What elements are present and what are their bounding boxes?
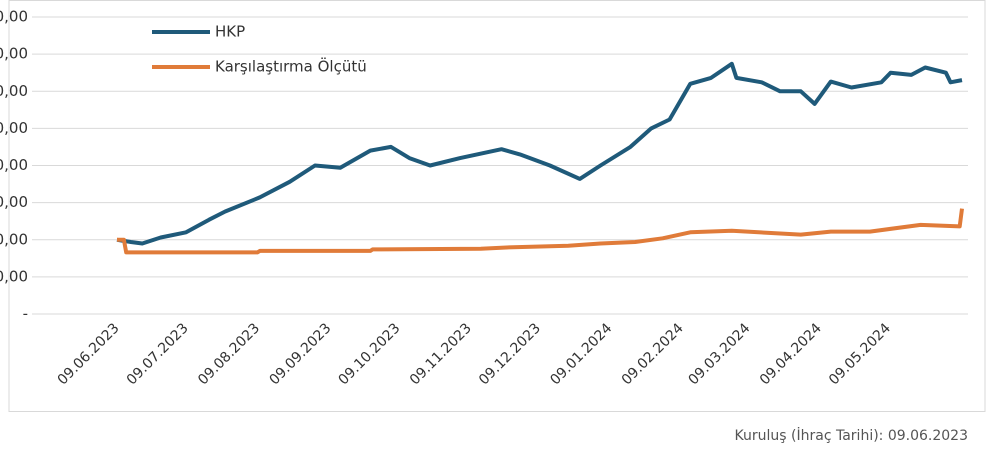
line-series (116, 61, 963, 246)
x-tick-label: 09.06.2023 (55, 320, 123, 388)
y-tick-label: 200,00 (0, 156, 28, 174)
y-tick-label: - (23, 305, 28, 323)
y-tick-label: 400,00 (0, 8, 28, 26)
legend-label: Karşılaştırma Ölçütü (215, 57, 367, 76)
x-tick-label: 09.12.2023 (476, 320, 544, 388)
x-tick-label: 09.10.2023 (336, 320, 404, 388)
x-tick-label: 09.05.2024 (826, 320, 894, 388)
x-tick-label: 09.03.2024 (686, 320, 754, 388)
x-tick-label: 09.01.2024 (547, 320, 615, 388)
x-tick-label: 09.07.2023 (124, 320, 192, 388)
x-tick-label: 09.04.2024 (757, 320, 825, 388)
x-tick-label: 09.09.2023 (266, 320, 334, 388)
footnote: Kuruluş (İhraç Tarihi): 09.06.2023 (735, 426, 968, 444)
legend-label: HKP (215, 23, 245, 41)
x-tick-label: 09.11.2023 (407, 320, 475, 388)
line-series (117, 208, 964, 255)
y-tick-label: 150,00 (0, 193, 28, 211)
x-tick-label: 09.08.2023 (195, 320, 263, 388)
y-tick-label: 350,00 (0, 45, 28, 63)
x-tick-label: 09.02.2024 (619, 320, 687, 388)
y-tick-label: 100,00 (0, 230, 28, 248)
y-tick-label: 50,00 (0, 267, 28, 285)
chart-border (8, 0, 986, 412)
y-tick-label: 250,00 (0, 119, 28, 137)
y-tick-label: 300,00 (0, 82, 28, 100)
